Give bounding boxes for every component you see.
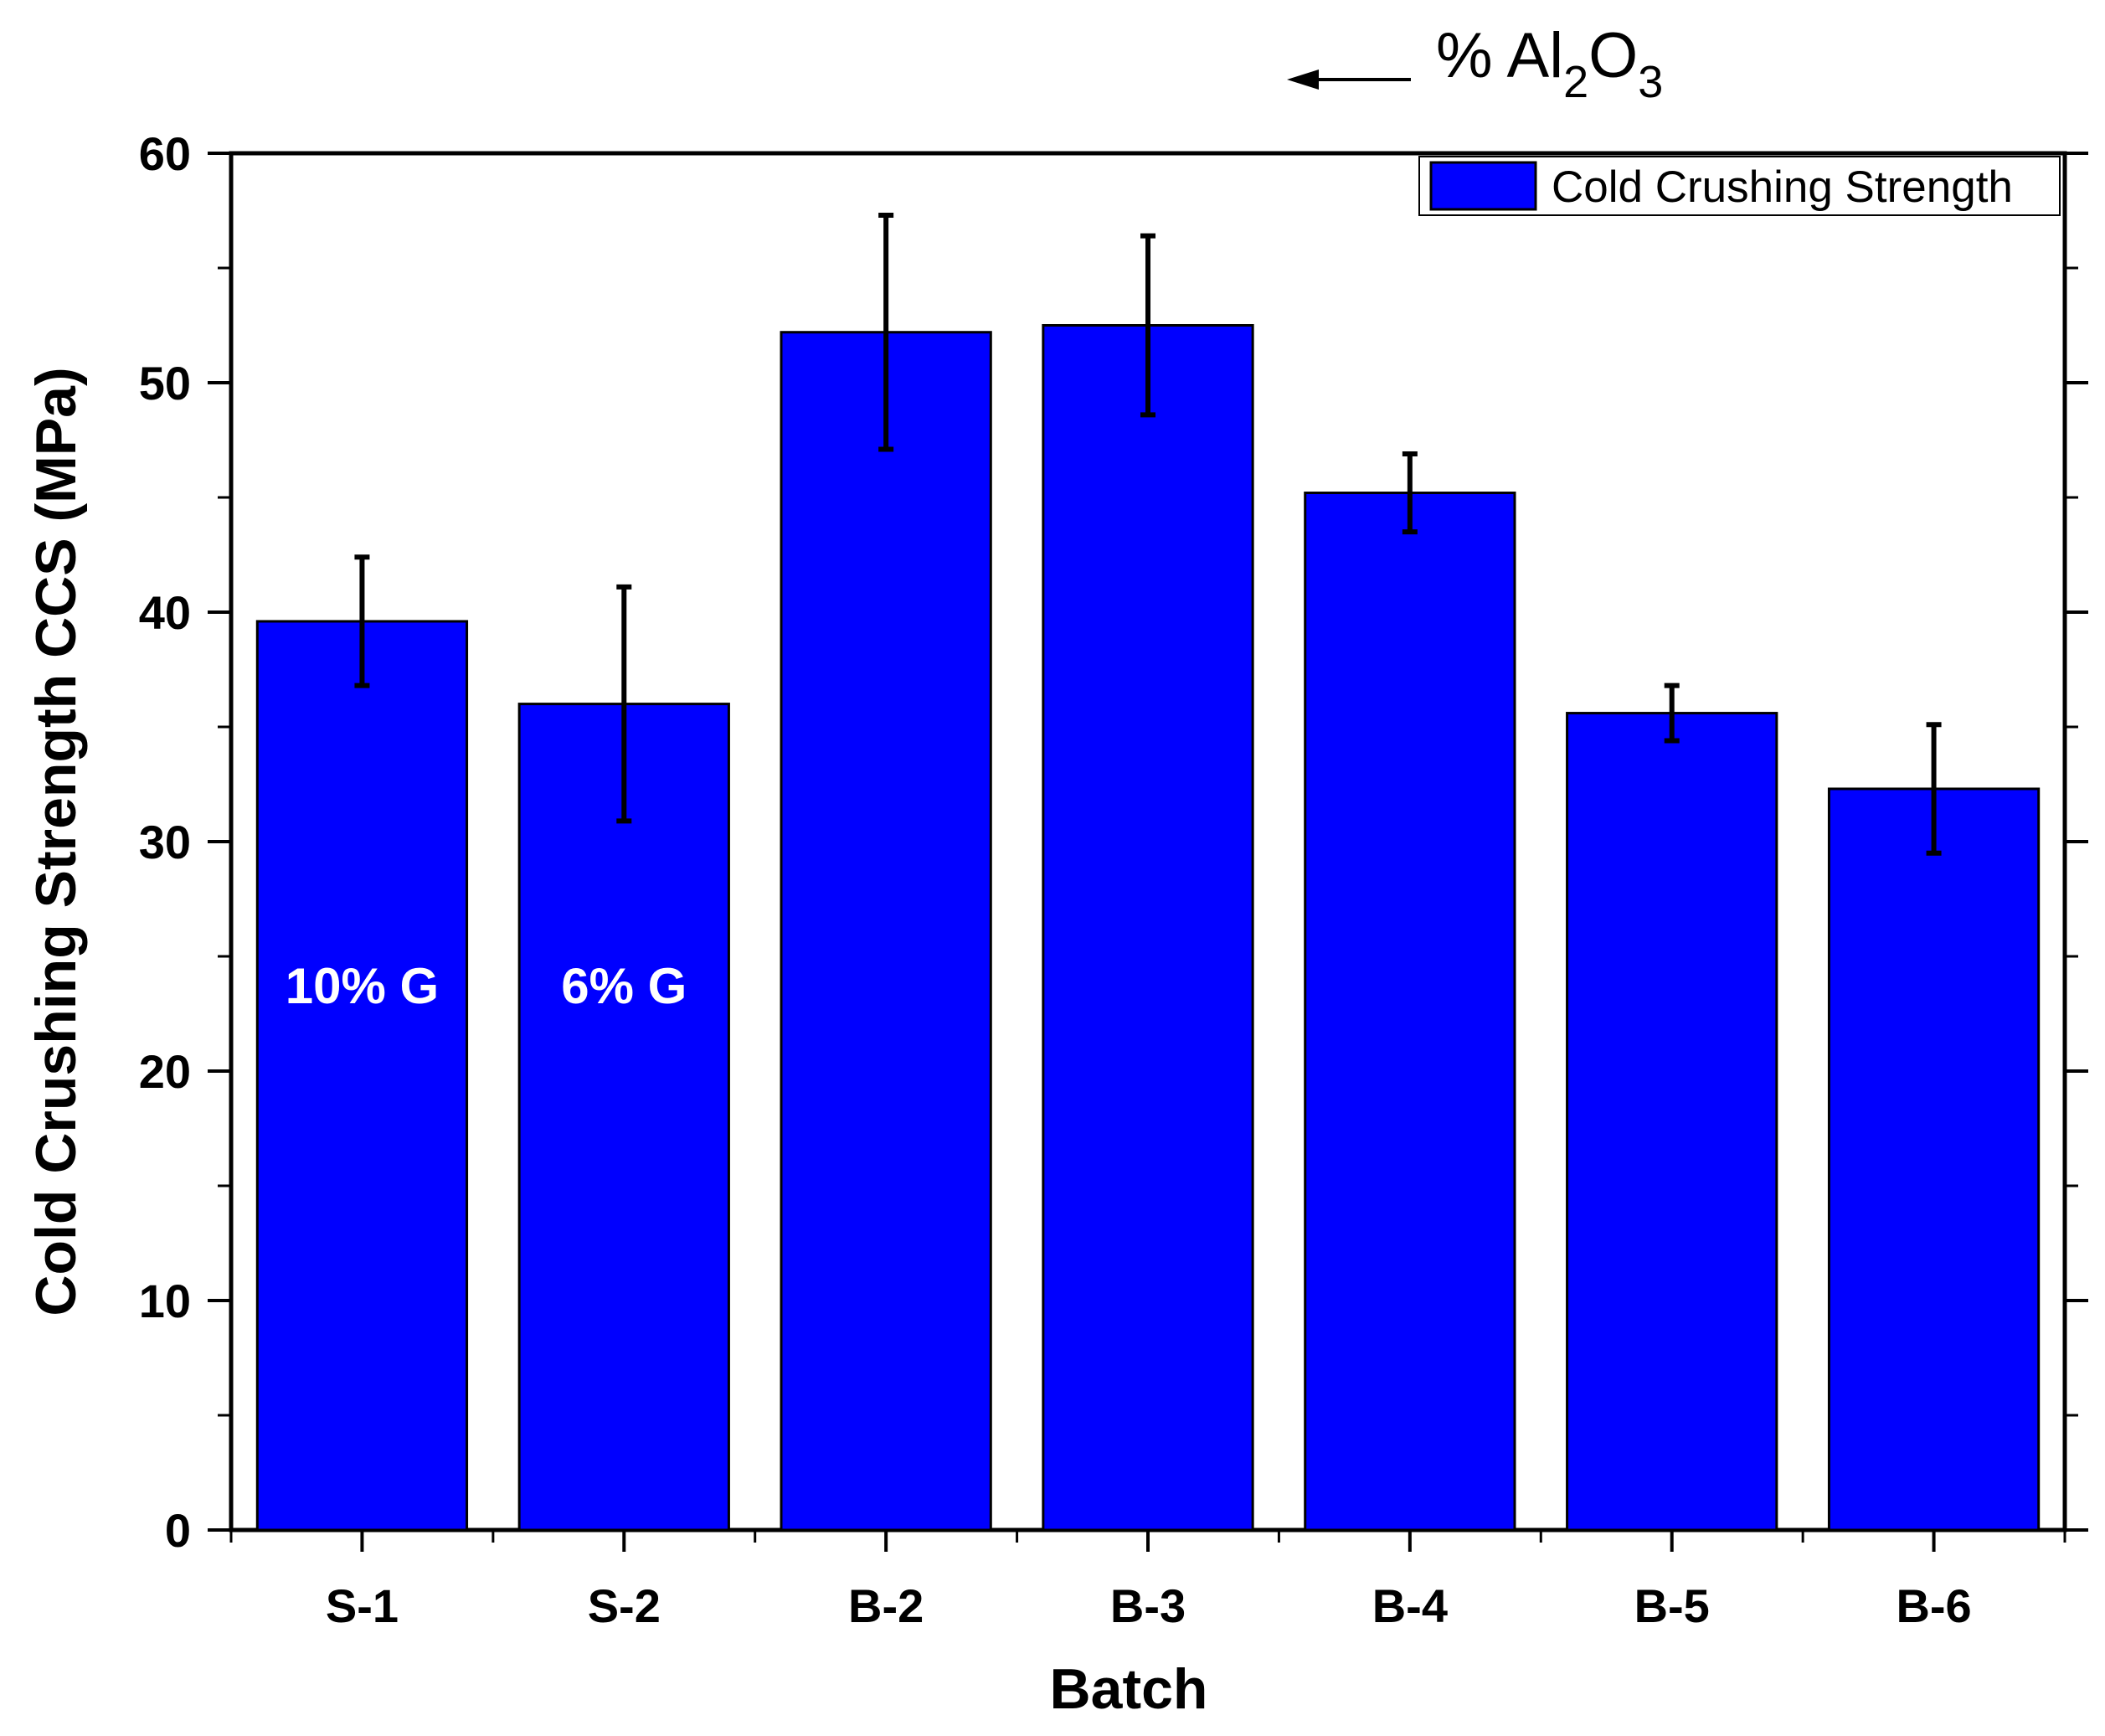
bar <box>517 703 730 1532</box>
bar <box>1566 712 1778 1532</box>
x-tick-label: S-2 <box>588 1579 661 1632</box>
annotation-label: % Al2O3 <box>1436 20 1663 107</box>
legend: Cold Crushing Strength <box>1418 156 2061 216</box>
x-tick-label: B-3 <box>1110 1579 1186 1632</box>
x-tick-label: S-1 <box>326 1579 399 1632</box>
x-tick-label: B-2 <box>848 1579 924 1632</box>
y-tick-label: 30 <box>139 816 191 868</box>
y-tick-label: 40 <box>139 586 191 639</box>
y-tick-label: 20 <box>139 1045 191 1098</box>
bar <box>255 620 469 1532</box>
alumina-annotation: % Al2O3 <box>1287 20 1663 107</box>
bar <box>1827 787 2041 1532</box>
y-tick-label: 50 <box>139 357 191 410</box>
bar-labels: 10% G 6% G <box>286 958 687 1014</box>
y-tick-label: 10 <box>139 1275 191 1327</box>
bar <box>1304 492 1516 1532</box>
bar <box>780 331 992 1532</box>
x-tick-label: B-6 <box>1896 1579 1971 1632</box>
bar <box>1042 324 1254 1532</box>
y-axis-ticks: 0 10 20 30 40 50 60 <box>139 127 2088 1557</box>
x-axis-ticks: S-1 S-2 B-2 B-3 B-4 B-5 B-6 <box>229 1530 2066 1632</box>
y-axis-title: Cold Crushing Strength CCS (MPa) <box>24 367 88 1316</box>
legend-swatch <box>1429 161 1537 211</box>
y-tick-label: 0 <box>165 1504 191 1557</box>
bar-annotation-label: 6% G <box>561 958 687 1014</box>
legend-label: Cold Crushing Strength <box>1552 162 2013 212</box>
error-bars <box>354 212 1942 856</box>
bars <box>255 324 2041 1532</box>
bar-annotation-label: 10% G <box>286 958 439 1014</box>
arrow-left-icon <box>1287 70 1319 90</box>
x-tick-label: B-4 <box>1372 1579 1448 1632</box>
x-tick-label: B-5 <box>1634 1579 1710 1632</box>
y-tick-label: 60 <box>139 127 191 180</box>
x-axis-title: Batch <box>1050 1657 1208 1721</box>
